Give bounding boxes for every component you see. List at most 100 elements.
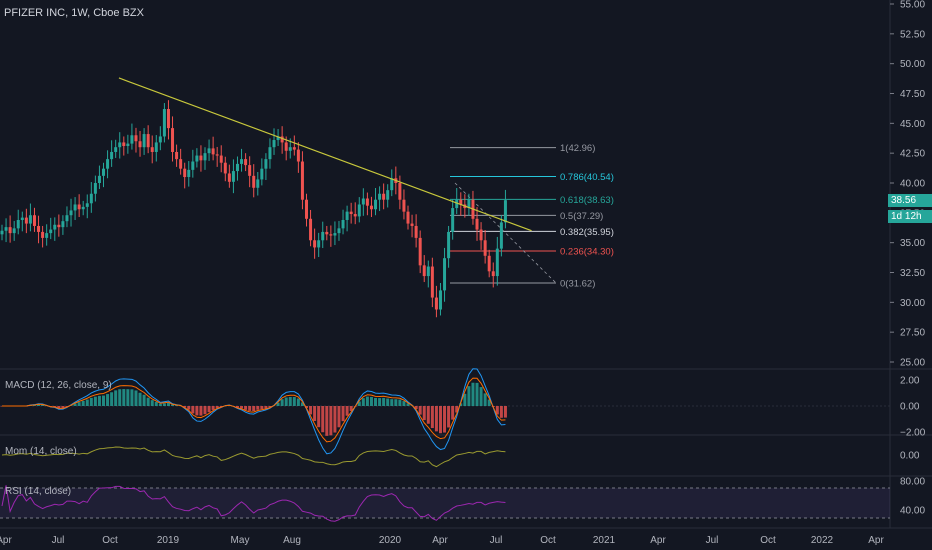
time-tick-label: Apr bbox=[432, 535, 448, 546]
rsi-label: RSI (14, close) bbox=[5, 486, 72, 497]
macd-histogram-bar bbox=[110, 392, 114, 406]
macd-histogram-bar bbox=[89, 397, 93, 406]
candle-body bbox=[288, 147, 292, 151]
candle-body bbox=[138, 141, 142, 148]
candle-body bbox=[12, 228, 16, 234]
price-tick-label: 50.00 bbox=[900, 59, 925, 70]
macd-histogram-bar bbox=[394, 399, 398, 406]
time-tick-label: May bbox=[231, 535, 250, 546]
macd-histogram-bar bbox=[207, 406, 211, 413]
time-tick-label: Jul bbox=[52, 535, 65, 546]
macd-histogram-bar bbox=[85, 399, 89, 406]
candle-body bbox=[499, 222, 503, 249]
macd-tick-label: −2.00 bbox=[900, 428, 926, 439]
candle-body bbox=[211, 148, 215, 155]
candle-body bbox=[191, 161, 195, 170]
candle-body bbox=[296, 149, 300, 162]
fib-level-label: 0.236(34.30) bbox=[560, 247, 614, 258]
candle-body bbox=[418, 237, 422, 266]
time-tick-label: 2020 bbox=[379, 535, 402, 546]
macd-histogram-bar bbox=[463, 393, 467, 406]
candle-body bbox=[329, 234, 333, 236]
macd-histogram-bar bbox=[118, 389, 122, 406]
macd-histogram-bar bbox=[321, 406, 325, 433]
macd-histogram-bar bbox=[37, 404, 41, 406]
candle-body bbox=[459, 199, 463, 205]
candle-body bbox=[37, 225, 41, 232]
macd-histogram-bar bbox=[374, 397, 378, 406]
candle-body bbox=[223, 162, 227, 174]
candle-body bbox=[158, 136, 162, 143]
price-tick-label: 27.50 bbox=[900, 328, 925, 339]
fibonacci-retracement[interactable]: 1(42.96) 0.786(40.54) 0.618(38.63) 0.5(37.2… bbox=[450, 143, 614, 290]
macd-histogram-bar bbox=[219, 406, 223, 407]
candle-body bbox=[114, 147, 118, 152]
candle-body bbox=[349, 211, 353, 215]
candle-body bbox=[268, 147, 272, 160]
macd-histogram-bar bbox=[475, 382, 479, 406]
macd-histogram-bar bbox=[276, 402, 280, 406]
macd-histogram-bar bbox=[81, 400, 85, 406]
candle-body bbox=[166, 109, 170, 129]
macd-histogram-bar bbox=[471, 382, 475, 406]
price-tick-label: 30.00 bbox=[900, 298, 925, 309]
macd-histogram-bar bbox=[499, 406, 503, 418]
macd-histogram-bar bbox=[146, 397, 150, 406]
candle-body bbox=[106, 159, 110, 169]
trendline[interactable] bbox=[118, 77, 532, 232]
price-tick-label: 35.00 bbox=[900, 238, 925, 249]
macd-histogram-bar bbox=[325, 406, 329, 436]
candle-body bbox=[0, 230, 4, 235]
candle-body bbox=[300, 161, 304, 200]
candle-body bbox=[81, 206, 85, 210]
candle-body bbox=[126, 143, 130, 147]
macd-histogram-bar bbox=[479, 387, 483, 406]
macd-histogram-bar bbox=[93, 396, 97, 406]
candle-body bbox=[406, 211, 410, 224]
macd-histogram-bar bbox=[244, 406, 248, 410]
rsi-pane: 80.00 40.00 bbox=[0, 477, 925, 522]
macd-line bbox=[2, 368, 506, 455]
candle-body bbox=[227, 173, 231, 182]
candle-body bbox=[382, 193, 386, 200]
macd-histogram-bar bbox=[467, 386, 471, 406]
candle-body bbox=[110, 151, 114, 160]
candle-body bbox=[207, 148, 211, 154]
candle-body bbox=[150, 147, 154, 152]
macd-pane: 2.00 0.00 −2.00 bbox=[0, 368, 926, 455]
candle-body bbox=[280, 136, 284, 143]
macd-histogram-bar bbox=[114, 390, 118, 406]
macd-histogram-bar bbox=[32, 405, 36, 406]
macd-histogram-bar bbox=[447, 406, 451, 428]
candle-body bbox=[321, 231, 325, 241]
candle-body bbox=[45, 233, 49, 238]
time-tick-label: Apr bbox=[0, 535, 12, 546]
candle-body bbox=[325, 231, 329, 235]
candle-body bbox=[28, 215, 32, 224]
price-tick-label: 52.50 bbox=[900, 29, 925, 40]
candle-body bbox=[438, 290, 442, 310]
momentum-line bbox=[1, 446, 506, 468]
macd-histogram-bar bbox=[443, 406, 447, 433]
candle-body bbox=[305, 199, 308, 219]
macd-histogram-bar bbox=[341, 406, 345, 422]
fib-level-label: 0.786(40.54) bbox=[560, 172, 614, 183]
macd-histogram-bar bbox=[345, 406, 349, 416]
candle-body bbox=[175, 151, 179, 160]
candle-body bbox=[345, 211, 349, 220]
time-tick-label: Oct bbox=[102, 535, 118, 546]
candle-body bbox=[93, 183, 97, 194]
macd-histogram-bar bbox=[61, 406, 65, 408]
candle-body bbox=[256, 179, 260, 188]
macd-histogram-bar bbox=[154, 401, 158, 406]
macd-histogram-bar bbox=[361, 398, 365, 406]
candle-body bbox=[503, 200, 507, 223]
candle-body bbox=[16, 219, 20, 229]
candle-body bbox=[317, 240, 321, 248]
candle-body bbox=[284, 142, 288, 151]
macd-histogram-bar bbox=[438, 406, 442, 434]
macd-histogram-bar bbox=[142, 394, 146, 406]
candle-body bbox=[240, 159, 244, 164]
candle-body bbox=[337, 228, 341, 234]
